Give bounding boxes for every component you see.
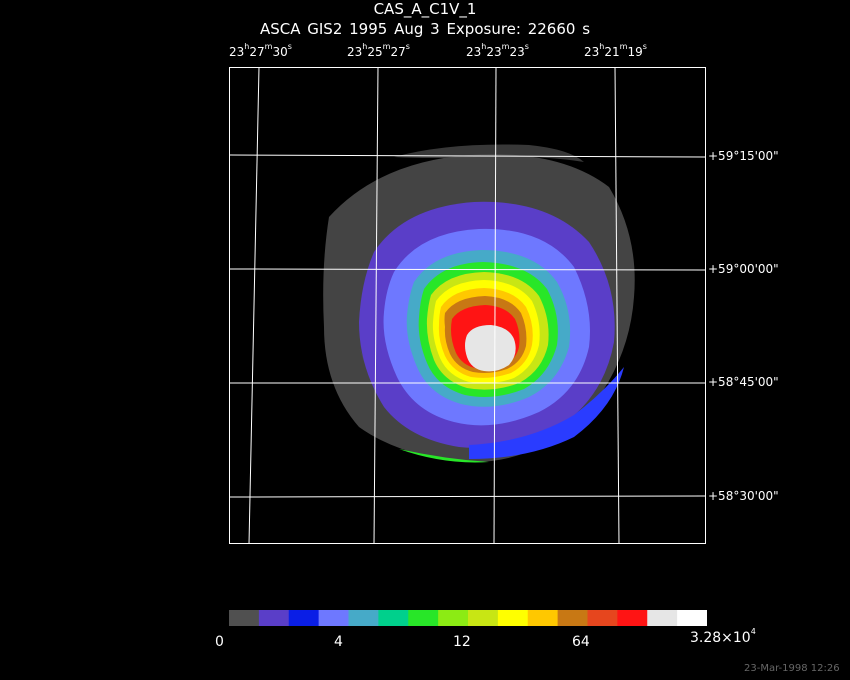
coordinate-grid <box>229 67 706 544</box>
observation-subtitle: ASCA GIS2 1995 Aug 3 Exposure: 22660 s <box>259 20 591 38</box>
dec-label: +58°30'00" <box>708 489 779 503</box>
colorbar-segment <box>677 610 707 626</box>
xray-intensity-map <box>323 144 635 463</box>
colorbar-max-label: 3.28×104 <box>690 627 756 646</box>
dec-label: +59°15'00" <box>708 149 779 163</box>
ra-label: 23h27m30s <box>229 42 292 59</box>
image-title: CAS_A_C1V_1 <box>373 0 477 18</box>
colorbar <box>229 610 707 626</box>
timestamp: 23-Mar-1998 12:26 <box>744 663 840 674</box>
colorbar-segment <box>318 610 350 626</box>
colorbar-segment <box>408 610 439 626</box>
colorbar-segment <box>258 610 290 626</box>
dec-label: +58°45'00" <box>708 375 779 389</box>
colorbar-segment <box>229 610 260 626</box>
image-frame[interactable] <box>229 67 706 544</box>
dec-label: +59°00'00" <box>708 262 779 276</box>
colorbar-segment <box>348 610 379 626</box>
colorbar-segment <box>438 610 469 626</box>
ra-label: 23h25m27s <box>347 42 410 59</box>
colorbar-segment <box>527 610 559 626</box>
colorbar-label: 12 <box>453 634 471 650</box>
ra-label: 23h23m23s <box>466 42 529 59</box>
colorbar-label: 64 <box>572 634 590 650</box>
ra-label: 23h21m19s <box>584 42 647 59</box>
colorbar-segment <box>647 610 678 626</box>
colorbar-segment <box>468 610 499 626</box>
colorbar-label: 0 <box>215 634 224 650</box>
colorbar-segment <box>497 610 529 626</box>
colorbar-segment <box>587 610 618 626</box>
colorbar-segment <box>557 610 589 626</box>
colorbar-segment <box>288 610 320 626</box>
colorbar-segment <box>617 610 648 626</box>
colorbar-segment <box>378 610 409 626</box>
colorbar-label: 4 <box>334 634 343 650</box>
